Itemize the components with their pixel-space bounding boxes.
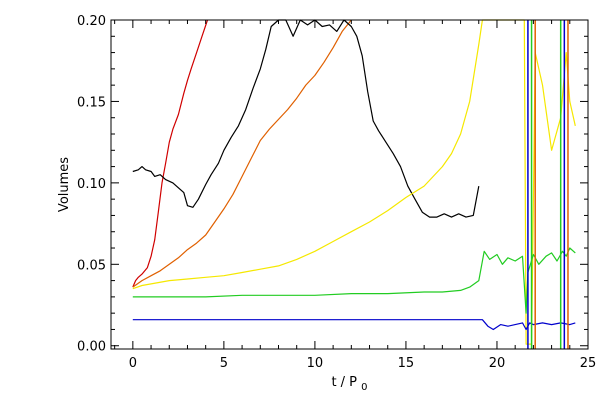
y-tick-label: 0.10 [77,177,106,192]
x-tick-label: 15 [398,356,415,371]
y-tick-label: 0.00 [77,340,106,355]
x-axis-label-main: t / P [331,375,357,390]
y-tick-label: 0.15 [77,95,106,110]
x-axis-label: t / P 0 [331,375,367,393]
series-line-6 [132,319,576,331]
series-line-5 [132,247,576,314]
x-tick-label: 5 [220,356,228,371]
x-axis-label-subscript: 0 [361,382,367,393]
y-tick-label: 0.20 [77,14,106,29]
series-line-3 [132,19,480,218]
y-tick-label: 0.05 [77,258,106,273]
ticks-layer: 0 5 10 15 20 25 0.00 0.05 0.10 0.15 0.20 [77,14,596,371]
x-tick-label: 20 [489,356,506,371]
series-line-1 [132,19,209,288]
series-line-4 [132,19,576,345]
series-line-2 [132,19,352,288]
x-tick-label: 0 [129,356,137,371]
y-axis-label: Volumes [57,157,72,212]
x-tick-label: 10 [307,356,324,371]
series-layer [132,19,576,349]
x-tick-label: 25 [580,356,597,371]
plot-frame [110,19,589,350]
